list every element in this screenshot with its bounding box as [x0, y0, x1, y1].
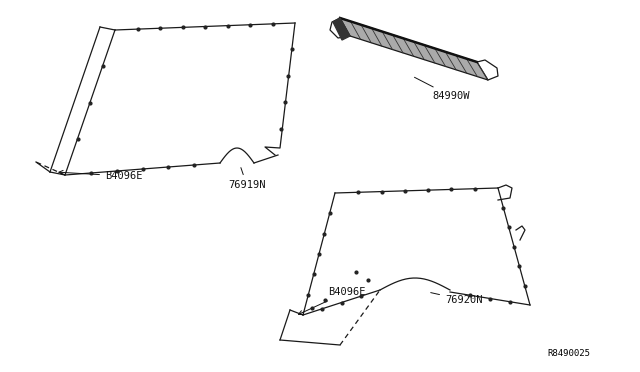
Text: B4096E: B4096E	[59, 170, 143, 181]
Polygon shape	[340, 18, 488, 80]
Text: 76919N: 76919N	[228, 168, 266, 190]
Text: B4096E: B4096E	[298, 287, 365, 314]
Text: 76920N: 76920N	[431, 293, 483, 305]
Text: 84990W: 84990W	[415, 77, 470, 101]
Polygon shape	[333, 18, 350, 40]
Text: R8490025: R8490025	[547, 349, 590, 358]
